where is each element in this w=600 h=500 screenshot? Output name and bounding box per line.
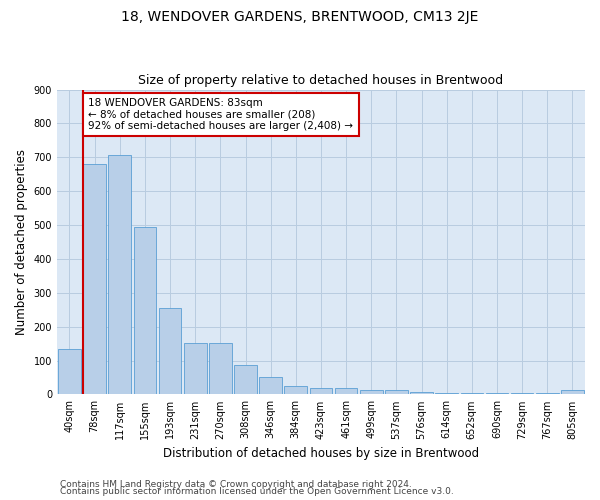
Bar [360,390,383,394]
Bar [159,308,181,394]
Title: Size of property relative to detached houses in Brentwood: Size of property relative to detached ho… [139,74,503,87]
Bar [385,390,408,394]
Bar [209,342,232,394]
Text: 18 WENDOVER GARDENS: 83sqm
← 8% of detached houses are smaller (208)
92% of semi: 18 WENDOVER GARDENS: 83sqm ← 8% of detac… [88,98,353,131]
Bar [83,164,106,394]
Bar [134,226,156,394]
Bar [234,364,257,394]
Y-axis label: Number of detached properties: Number of detached properties [15,149,28,335]
Bar [485,392,508,394]
Bar [410,392,433,394]
Bar [461,392,483,394]
Bar [284,386,307,394]
Text: 18, WENDOVER GARDENS, BRENTWOOD, CM13 2JE: 18, WENDOVER GARDENS, BRENTWOOD, CM13 2J… [121,10,479,24]
Bar [259,378,282,394]
Bar [335,388,358,394]
Bar [58,348,81,395]
Bar [109,155,131,394]
Bar [561,390,584,394]
Text: Contains public sector information licensed under the Open Government Licence v3: Contains public sector information licen… [60,487,454,496]
X-axis label: Distribution of detached houses by size in Brentwood: Distribution of detached houses by size … [163,447,479,460]
Bar [310,388,332,394]
Text: Contains HM Land Registry data © Crown copyright and database right 2024.: Contains HM Land Registry data © Crown c… [60,480,412,489]
Bar [436,392,458,394]
Bar [184,342,206,394]
